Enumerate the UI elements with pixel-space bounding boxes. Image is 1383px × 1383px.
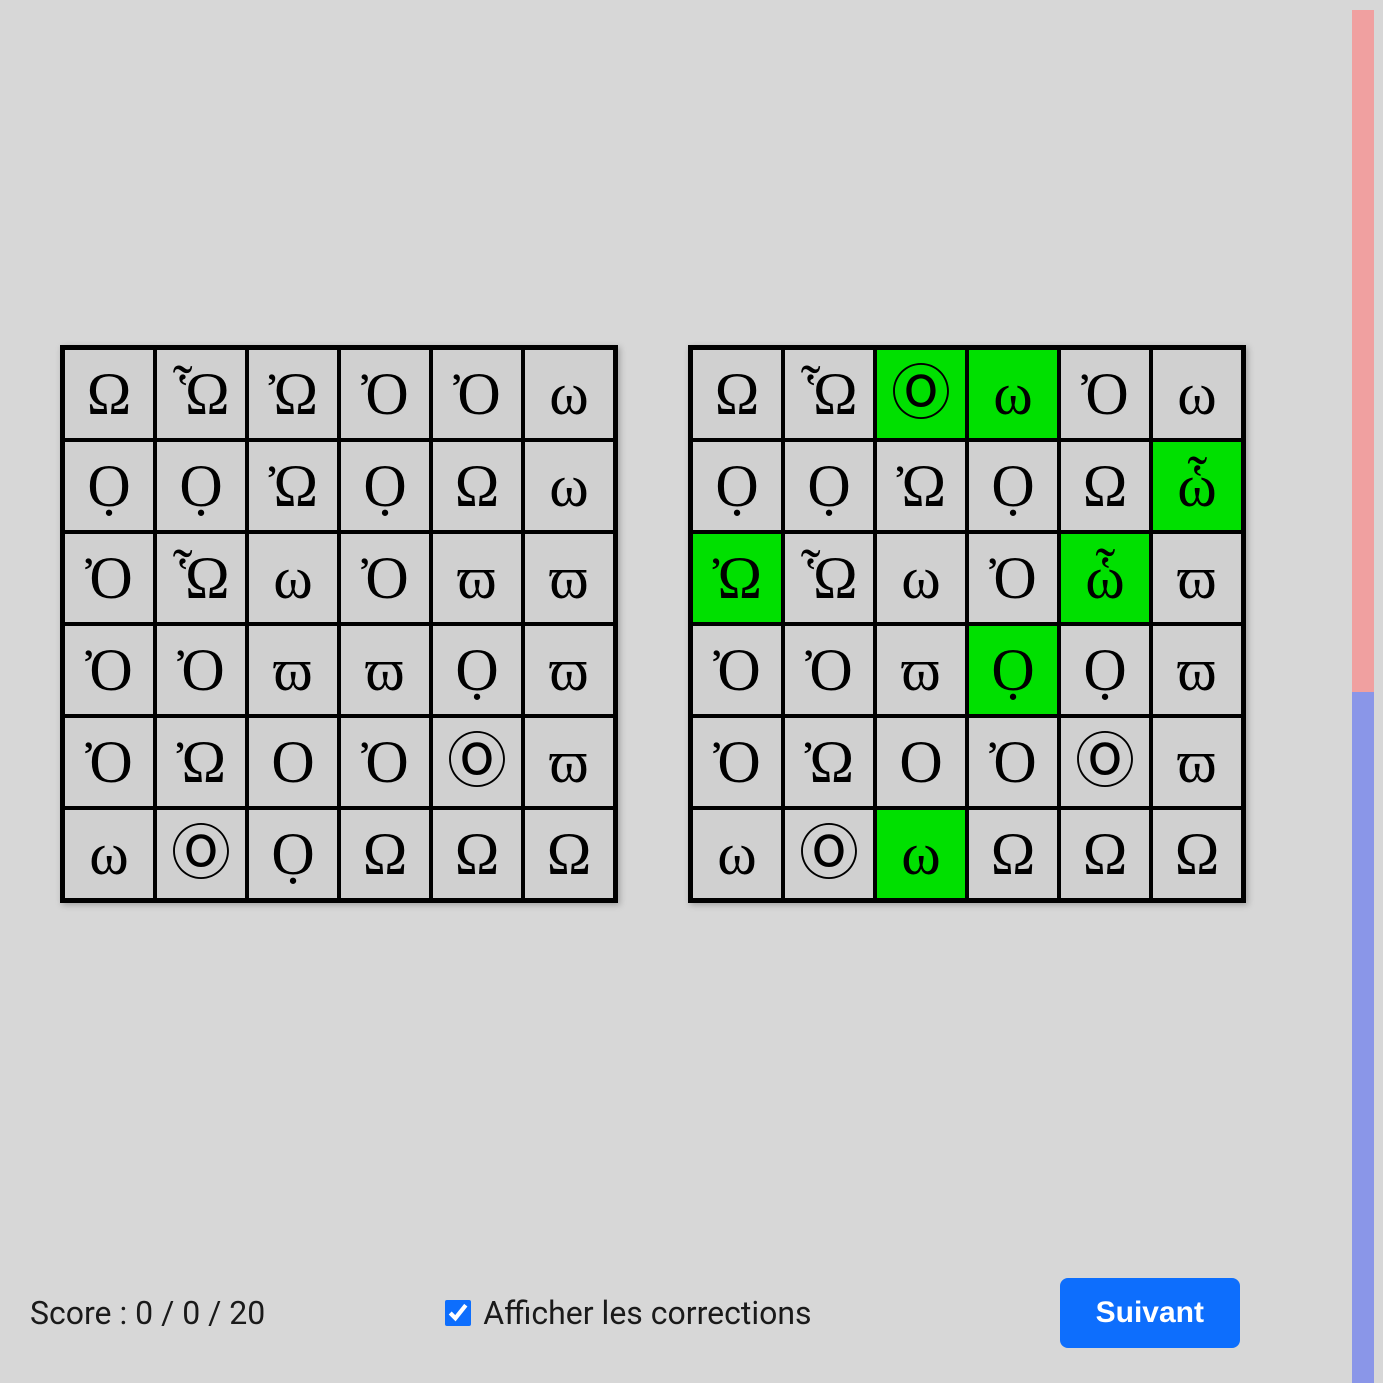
grid-right-cell-4-3[interactable]: Ὀ [967,716,1059,808]
score-current: 0 [135,1294,153,1332]
grid-right-cell-3-5[interactable]: ϖ [1151,624,1243,716]
grid-left-cell-5-5[interactable]: Ω [523,808,615,900]
grid-left-cell-0-3[interactable]: Ὀ [339,348,431,440]
grid-left-cell-3-4[interactable]: Ọ [431,624,523,716]
grid-right-cell-1-2[interactable]: Ὠ [875,440,967,532]
grid-left-cell-0-2[interactable]: Ὠ [247,348,339,440]
grid-right-cell-0-4[interactable]: Ὀ [1059,348,1151,440]
grid-right-cell-4-1[interactable]: Ὠ [783,716,875,808]
grid-right-cell-0-0[interactable]: Ω [691,348,783,440]
grid-right-cell-3-3[interactable]: Ọ [967,624,1059,716]
grid-right-cell-5-3[interactable]: Ω [967,808,1059,900]
grid-left-cell-3-3[interactable]: ϖ [339,624,431,716]
grid-left-cell-3-5[interactable]: ϖ [523,624,615,716]
sidebar-bottom [1343,692,1383,1383]
sidebar-top [1343,0,1383,692]
grid-left-cell-3-0[interactable]: Ὀ [63,624,155,716]
grid-left-cell-0-0[interactable]: Ω [63,348,155,440]
grid-right-cell-2-1[interactable]: Ὧ [783,532,875,624]
score-prefix: Score : [30,1294,135,1332]
footer-bar: Score : 0 / 0 / 20 Afficher les correcti… [30,1278,1240,1348]
grid-right-cell-4-4[interactable]: Ⓞ [1059,716,1151,808]
grid-right-cell-4-0[interactable]: Ὀ [691,716,783,808]
grid-right-cell-1-4[interactable]: Ω [1059,440,1151,532]
grid-left-cell-2-4[interactable]: ϖ [431,532,523,624]
grid-right-cell-1-1[interactable]: Ọ [783,440,875,532]
next-button[interactable]: Suivant [1060,1278,1240,1348]
grid-right-cell-0-5[interactable]: ω [1151,348,1243,440]
grid-left-cell-2-0[interactable]: Ὀ [63,532,155,624]
grid-right-cell-5-0[interactable]: ω [691,808,783,900]
score-text: Score : 0 / 0 / 20 [30,1294,265,1332]
progress-bar-blue [1352,692,1374,1383]
grid-left: ΩὯὨὈὈωỌỌὨỌΩωὈὯωὈϖϖὈὈϖϖỌϖὈὨΟὈⓄϖωⓄỌΩΩΩ [60,345,618,903]
grid-right-cell-3-1[interactable]: Ὀ [783,624,875,716]
grid-left-cell-5-2[interactable]: Ọ [247,808,339,900]
grid-right-cell-3-4[interactable]: Ọ [1059,624,1151,716]
grid-left-cell-5-1[interactable]: Ⓞ [155,808,247,900]
grid-left-cell-1-0[interactable]: Ọ [63,440,155,532]
grid-right-cell-2-3[interactable]: Ὀ [967,532,1059,624]
grid-left-cell-3-1[interactable]: Ὀ [155,624,247,716]
grid-left-cell-2-5[interactable]: ϖ [523,532,615,624]
grid-right-cell-2-4[interactable]: ὧ [1059,532,1151,624]
grid-left-cell-0-5[interactable]: ω [523,348,615,440]
grids-container: ΩὯὨὈὈωỌỌὨỌΩωὈὯωὈϖϖὈὈϖϖỌϖὈὨΟὈⓄϖωⓄỌΩΩΩ ΩὯⓄ… [60,345,1246,903]
grid-right-cell-1-3[interactable]: Ọ [967,440,1059,532]
grid-right: ΩὯⓄωὈωỌỌὨỌΩὧὨὯωὈὧϖὈὈϖỌỌϖὈὨΟὈⓄϖωⓄωΩΩΩ [688,345,1246,903]
grid-left-cell-0-1[interactable]: Ὧ [155,348,247,440]
score-attempted: 0 [182,1294,200,1332]
grid-left-cell-5-4[interactable]: Ω [431,808,523,900]
grid-left-cell-2-1[interactable]: Ὧ [155,532,247,624]
grid-left-cell-1-1[interactable]: Ọ [155,440,247,532]
grid-left-cell-2-2[interactable]: ω [247,532,339,624]
grid-right-cell-3-2[interactable]: ϖ [875,624,967,716]
grid-left-cell-1-3[interactable]: Ọ [339,440,431,532]
grid-right-cell-3-0[interactable]: Ὀ [691,624,783,716]
grid-right-cell-0-1[interactable]: Ὧ [783,348,875,440]
corrections-label: Afficher les corrections [483,1294,811,1332]
grid-left-cell-2-3[interactable]: Ὀ [339,532,431,624]
grid-right-cell-5-4[interactable]: Ω [1059,808,1151,900]
grid-right-cell-5-1[interactable]: Ⓞ [783,808,875,900]
progress-bar-red [1352,10,1374,692]
corrections-checkbox-wrap[interactable]: Afficher les corrections [445,1294,1059,1332]
grid-right-cell-2-0[interactable]: Ὠ [691,532,783,624]
grid-left-cell-1-4[interactable]: Ω [431,440,523,532]
grid-left-cell-4-0[interactable]: Ὀ [63,716,155,808]
grid-left-cell-4-2[interactable]: Ο [247,716,339,808]
grid-right-cell-2-2[interactable]: ω [875,532,967,624]
score-total: 20 [229,1294,265,1332]
grid-left-cell-1-2[interactable]: Ὠ [247,440,339,532]
grid-left-cell-3-2[interactable]: ϖ [247,624,339,716]
grid-right-cell-5-2[interactable]: ω [875,808,967,900]
grid-right-cell-2-5[interactable]: ϖ [1151,532,1243,624]
grid-left-cell-4-5[interactable]: ϖ [523,716,615,808]
sidebar [1343,0,1383,1383]
grid-left-cell-0-4[interactable]: Ὀ [431,348,523,440]
grid-right-cell-4-5[interactable]: ϖ [1151,716,1243,808]
grid-right-cell-1-5[interactable]: ὧ [1151,440,1243,532]
grid-right-cell-0-3[interactable]: ω [967,348,1059,440]
grid-right-cell-4-2[interactable]: Ο [875,716,967,808]
grid-left-cell-5-0[interactable]: ω [63,808,155,900]
grid-left-cell-5-3[interactable]: Ω [339,808,431,900]
grid-left-cell-1-5[interactable]: ω [523,440,615,532]
grid-left-cell-4-1[interactable]: Ὠ [155,716,247,808]
main-area: ΩὯὨὈὈωỌỌὨỌΩωὈὯωὈϖϖὈὈϖϖỌϖὈὨΟὈⓄϖωⓄỌΩΩΩ ΩὯⓄ… [0,0,1340,1383]
grid-right-cell-1-0[interactable]: Ọ [691,440,783,532]
grid-right-cell-5-5[interactable]: Ω [1151,808,1243,900]
grid-left-cell-4-4[interactable]: Ⓞ [431,716,523,808]
grid-right-cell-0-2[interactable]: Ⓞ [875,348,967,440]
corrections-checkbox[interactable] [445,1300,471,1326]
grid-left-cell-4-3[interactable]: Ὀ [339,716,431,808]
